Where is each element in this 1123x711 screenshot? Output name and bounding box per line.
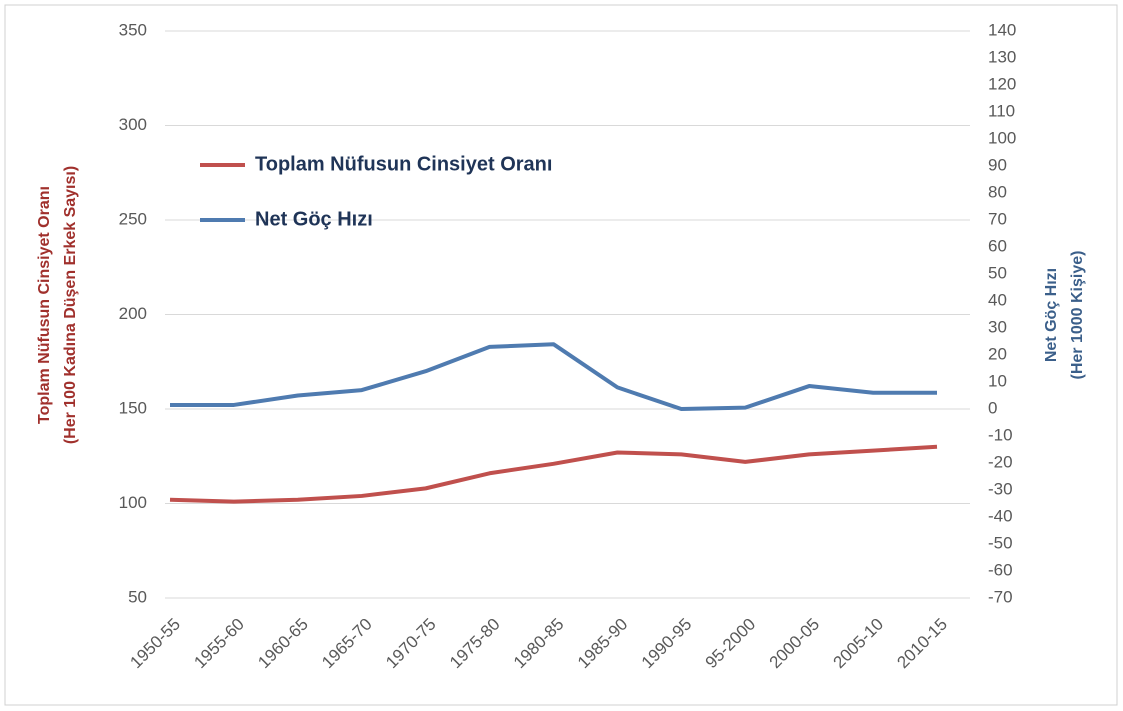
y2-tick-label: -20 <box>988 452 1013 471</box>
y-tick-label: 200 <box>119 304 147 323</box>
legend-label: Net Göç Hızı <box>255 208 373 230</box>
data-line <box>170 342 937 411</box>
data-line <box>169 444 938 504</box>
y2-tick-label: 50 <box>988 263 1007 282</box>
y-axis-label: (Her 100 Kadına Düşen Erkek Sayısı) <box>62 166 79 444</box>
y-tick-label: 100 <box>119 493 147 512</box>
y-tick-label: 150 <box>119 398 147 417</box>
y2-tick-label: 110 <box>988 101 1015 120</box>
y2-tick-label: 10 <box>988 371 1007 390</box>
y2-tick-label: 140 <box>988 20 1016 39</box>
y2-tick-label: 100 <box>988 128 1016 147</box>
y2-tick-label: 80 <box>988 182 1007 201</box>
y-tick-label: 300 <box>119 115 147 134</box>
y2-tick-label: -30 <box>988 479 1013 498</box>
y-axis-label: Toplam Nüfusun Cinsiyet Oranı <box>36 186 53 424</box>
y2-tick-label: -40 <box>988 506 1013 525</box>
y2-tick-label: 30 <box>988 317 1007 336</box>
y2-tick-label: -10 <box>988 425 1013 444</box>
y2-tick-label: 130 <box>988 47 1016 66</box>
y2-axis-label: (Her 1000 Kişiye) <box>1069 251 1086 380</box>
y-tick-label: 250 <box>119 209 147 228</box>
y2-tick-label: 0 <box>988 398 997 417</box>
y-tick-label: 50 <box>128 587 147 606</box>
y2-tick-label: 20 <box>988 344 1007 363</box>
y2-tick-label: 70 <box>988 209 1007 228</box>
y2-tick-label: -60 <box>988 560 1013 579</box>
y2-axis-label: Net Göç Hızı <box>1043 268 1060 362</box>
y2-tick-label: -50 <box>988 533 1013 552</box>
y2-tick-label: 60 <box>988 236 1007 255</box>
chart-frame <box>4 4 1118 706</box>
y2-tick-label: -70 <box>988 587 1013 606</box>
y2-tick-label: 120 <box>988 74 1016 93</box>
legend-label: Toplam Nüfusun Cinsiyet Oranı <box>255 153 552 175</box>
y2-tick-label: 40 <box>988 290 1007 309</box>
y-tick-label: 350 <box>119 20 147 39</box>
y2-tick-label: 90 <box>988 155 1007 174</box>
